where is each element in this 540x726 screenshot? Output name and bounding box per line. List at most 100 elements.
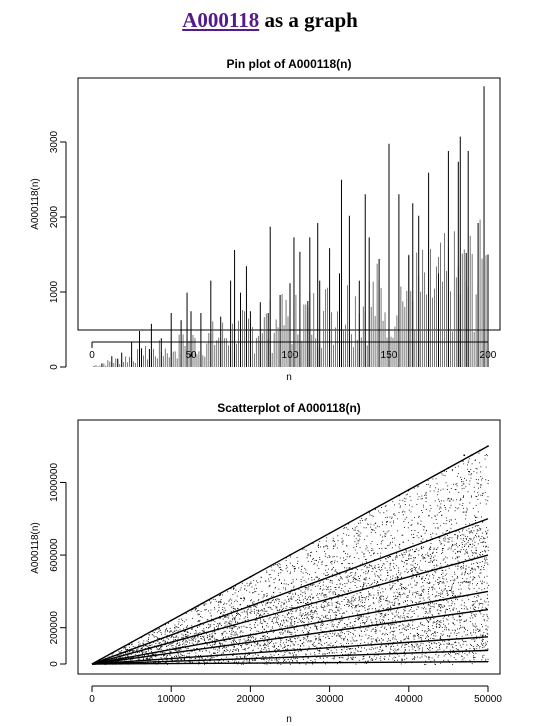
scatter-point	[314, 624, 316, 626]
scatter-point	[487, 661, 489, 663]
scatter-point	[411, 643, 412, 645]
scatter-point	[204, 640, 205, 641]
scatter-point	[359, 547, 361, 549]
scatter-point	[440, 565, 442, 567]
scatter-point	[456, 557, 458, 559]
scatter-point	[328, 586, 329, 588]
scatter-point	[372, 529, 374, 531]
scatter-point	[447, 659, 449, 661]
scatter-point	[484, 550, 486, 552]
scatter-point	[329, 596, 331, 598]
scatter-point	[444, 585, 446, 587]
scatter-point	[120, 653, 122, 655]
scatter-point	[431, 537, 433, 539]
scatter-point	[434, 571, 436, 572]
scatter-point	[246, 610, 248, 612]
scatter-plot-marks	[91, 445, 489, 665]
scatter-point	[393, 563, 395, 565]
scatter-point	[452, 646, 454, 648]
scatter-point	[228, 600, 230, 602]
scatter-point	[249, 636, 251, 638]
scatter-point	[359, 592, 361, 594]
scatter-point	[395, 565, 397, 567]
scatter-point	[440, 622, 442, 624]
scatter-point	[200, 611, 202, 613]
scatter-point	[260, 613, 262, 615]
scatter-point	[451, 599, 452, 601]
scatter-point	[187, 656, 189, 657]
scatter-point	[245, 649, 246, 651]
scatter-point	[483, 646, 485, 648]
scatter-point	[291, 589, 293, 591]
scatter-point	[475, 495, 477, 497]
scatter-point	[370, 526, 372, 528]
scatter-point	[218, 622, 220, 624]
scatter-point	[470, 531, 472, 533]
scatter-point	[312, 643, 314, 645]
scatter-point	[481, 535, 483, 537]
scatter-point	[410, 627, 412, 629]
scatter-point	[406, 571, 408, 573]
scatter-point	[371, 623, 373, 625]
scatter-point	[183, 655, 185, 657]
scatter-point	[411, 658, 413, 660]
scatter-point	[307, 573, 309, 575]
scatter-point	[257, 612, 259, 614]
scatter-point	[455, 483, 457, 485]
scatter-point	[375, 571, 377, 572]
scatter-point	[285, 589, 287, 591]
scatter-point	[411, 570, 413, 572]
scatter-point	[457, 556, 459, 558]
scatter-point	[395, 627, 397, 629]
scatter-point	[282, 632, 284, 634]
scatter-point	[460, 551, 461, 553]
scatter-point	[421, 624, 423, 626]
scatter-point	[285, 641, 287, 643]
scatter-point	[440, 562, 442, 564]
scatter-point	[396, 596, 398, 598]
scatter-point	[197, 621, 199, 623]
scatter-point	[339, 557, 341, 559]
scatter-point	[379, 512, 381, 514]
scatter-point	[318, 639, 320, 641]
scatter-point	[355, 572, 357, 574]
scatter-point	[485, 546, 487, 548]
scatter-point	[425, 660, 427, 662]
scatter-point	[248, 661, 250, 663]
scatter-point	[219, 622, 221, 624]
scatter-point	[478, 535, 480, 537]
scatter-point	[423, 529, 425, 531]
scatter-point	[338, 586, 340, 588]
scatter-point	[481, 589, 483, 591]
scatter-point	[408, 637, 409, 639]
scatter-point	[195, 631, 197, 633]
scatter-point	[456, 556, 458, 558]
scatter-point	[231, 599, 233, 601]
scatter-point	[473, 609, 475, 610]
scatter-point	[367, 608, 369, 610]
scatter-point	[201, 636, 203, 637]
scatter-point	[232, 606, 234, 608]
scatter-point	[303, 637, 305, 638]
scatter-point	[460, 627, 462, 629]
scatter-point	[335, 606, 337, 608]
scatter-point	[298, 618, 300, 620]
scatter-point	[325, 627, 327, 629]
scatter-point	[253, 649, 254, 651]
scatter-point	[303, 632, 304, 633]
scatter-point	[318, 617, 320, 618]
scatter-point	[437, 656, 439, 658]
sequence-link[interactable]: A000118	[182, 8, 260, 32]
scatter-point	[418, 515, 420, 517]
scatter-point	[174, 649, 176, 651]
scatter-point	[183, 658, 185, 659]
scatter-point	[463, 487, 465, 489]
scatter-point	[295, 608, 297, 610]
scatter-point	[260, 618, 261, 620]
scatter-point	[191, 642, 193, 644]
scatter-point	[394, 615, 396, 617]
scatter-point	[218, 642, 220, 644]
scatter-point	[401, 587, 402, 589]
scatter-point	[460, 498, 461, 500]
scatter-point	[485, 466, 487, 468]
